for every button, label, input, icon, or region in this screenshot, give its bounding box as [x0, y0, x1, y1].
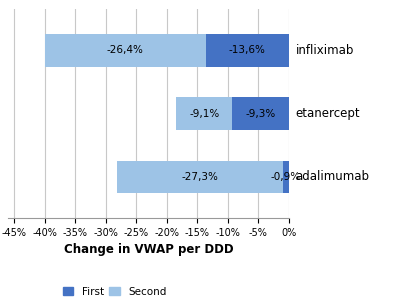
- Bar: [176, 97, 232, 130]
- Bar: [206, 34, 289, 67]
- Text: -13,6%: -13,6%: [229, 45, 266, 55]
- Bar: [45, 34, 206, 67]
- Text: -0,9%: -0,9%: [271, 172, 301, 182]
- Text: infliximab: infliximab: [296, 44, 354, 57]
- Text: -9,1%: -9,1%: [189, 108, 219, 119]
- Text: -27,3%: -27,3%: [182, 172, 219, 182]
- Text: -9,3%: -9,3%: [245, 108, 275, 119]
- X-axis label: Change in VWAP per DDD: Change in VWAP per DDD: [63, 243, 233, 256]
- Bar: [232, 97, 289, 130]
- Text: adalimumab: adalimumab: [296, 171, 370, 184]
- Bar: [283, 161, 289, 193]
- Bar: [117, 161, 283, 193]
- Legend: First, Second: First, Second: [59, 282, 170, 301]
- Text: etanercept: etanercept: [296, 107, 360, 120]
- Text: -26,4%: -26,4%: [107, 45, 144, 55]
